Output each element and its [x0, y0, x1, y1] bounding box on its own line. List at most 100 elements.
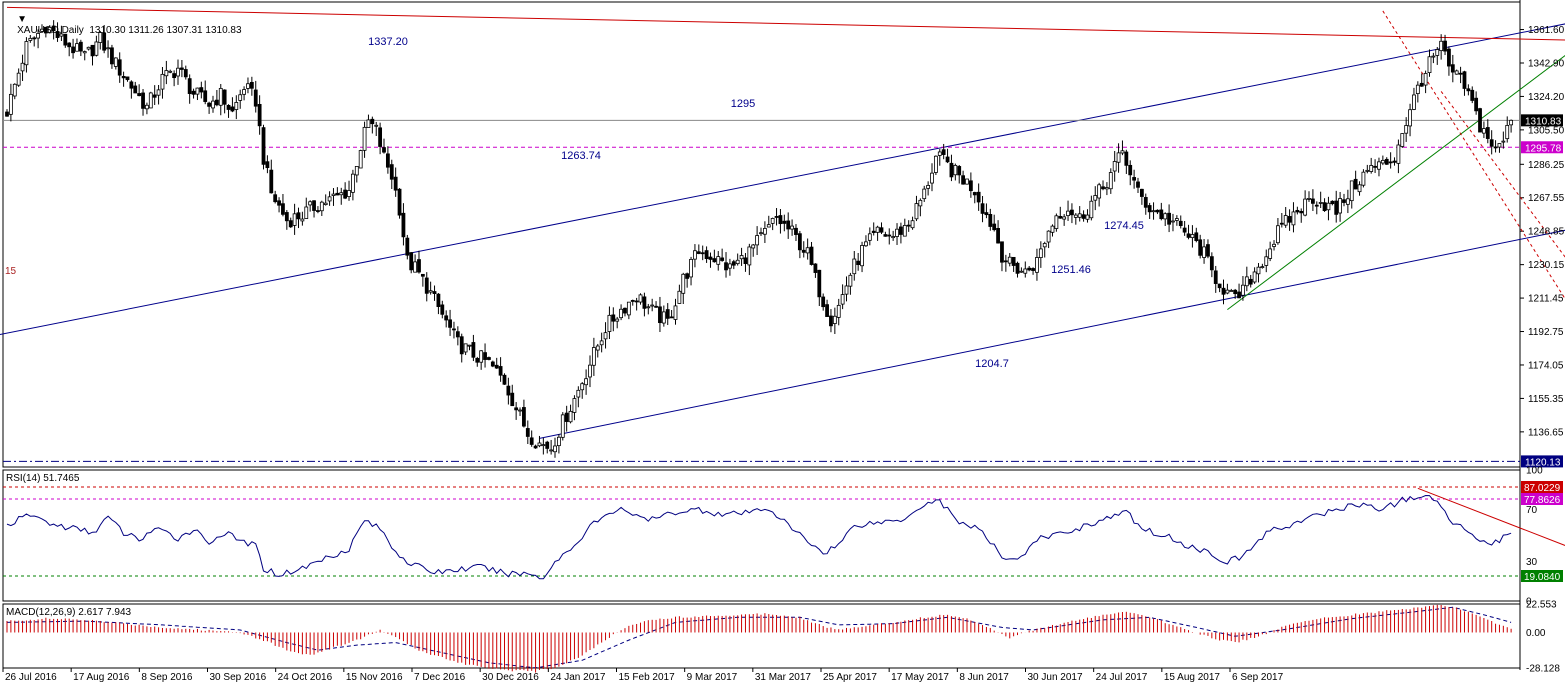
candle-body [1050, 225, 1055, 233]
candle-body [424, 277, 429, 294]
candles-layer [5, 20, 1514, 673]
candle-body [1093, 195, 1098, 201]
candle-body [1427, 56, 1432, 74]
candle-body [1066, 210, 1070, 217]
candle-body [1147, 205, 1152, 213]
candle-body [506, 385, 511, 396]
candle-body [1272, 243, 1276, 247]
candle-body [1349, 180, 1354, 202]
candle-body [1373, 165, 1377, 168]
candle-body [1299, 210, 1304, 214]
candle-body [766, 224, 771, 228]
candle-body [1380, 159, 1385, 164]
candle-body [693, 250, 697, 260]
resistance-line[interactable] [6, 6, 1565, 46]
candle-body [980, 203, 985, 214]
candle-body [296, 212, 301, 220]
candle-body [1303, 198, 1308, 216]
candle-body [207, 102, 212, 107]
channel-upper-line[interactable] [0, 4, 1565, 336]
time-tick-label: 7 Dec 2016 [414, 672, 466, 683]
candle-body [794, 227, 798, 235]
rsi-tick-label: 100 [1526, 466, 1543, 477]
candle-body [1213, 270, 1218, 284]
candle-body [374, 124, 379, 127]
collapse-arrow-icon[interactable]: ▼ [17, 14, 28, 25]
candle-body [918, 199, 923, 207]
time-tick-label: 9 Mar 2017 [687, 672, 738, 683]
candle-body [47, 26, 52, 34]
candle-body [1345, 198, 1350, 205]
candle-body [1081, 214, 1086, 219]
candle-body [67, 42, 72, 48]
macd-signal-line[interactable] [6, 606, 1512, 669]
candle-body [1334, 200, 1339, 215]
candle-body [658, 306, 662, 324]
candle-body [945, 156, 950, 163]
indicator-lines-layer [0, 4, 1565, 669]
price-tick-label: 1248.85 [1528, 227, 1565, 238]
candle-body [1342, 199, 1346, 203]
candle-body [1000, 241, 1004, 263]
annotation-1295: 1295 [731, 98, 755, 110]
candle-body [1077, 213, 1082, 218]
green-trend-line[interactable] [1227, 6, 1565, 311]
candle-body [160, 73, 165, 90]
candle-body [821, 296, 826, 308]
candle-body [199, 87, 204, 93]
candle-body [156, 89, 161, 96]
candle-body [16, 72, 21, 86]
candle-body [36, 33, 40, 39]
rsi-level-tag [1521, 493, 1563, 505]
candle-body [933, 155, 938, 173]
candle-body [545, 441, 550, 449]
rsi-level-tag [1521, 481, 1563, 493]
level-tag-text: 1310.83 [1525, 116, 1562, 127]
candle-body [358, 150, 363, 169]
time-tick-label: 8 Sep 2016 [141, 672, 193, 683]
candle-body [1447, 48, 1451, 67]
candle-body [459, 336, 464, 355]
price-tick-label: 1286.25 [1528, 160, 1565, 171]
candle-body [1314, 204, 1319, 207]
candle-body [354, 166, 359, 176]
candle-body [887, 234, 892, 237]
candle-body [1493, 146, 1498, 149]
candle-body [696, 251, 701, 254]
candle-body [203, 90, 208, 102]
candle-body [145, 104, 149, 110]
candle-body [638, 294, 643, 303]
rsi-line[interactable] [6, 494, 1512, 580]
candle-body [1190, 234, 1195, 239]
candle-body [1155, 209, 1160, 213]
candle-body [1174, 218, 1179, 221]
candle-body [312, 200, 316, 211]
candle-body [1291, 211, 1296, 226]
candle-body [716, 256, 721, 265]
candle-body [187, 78, 192, 94]
candle-body [51, 25, 56, 32]
candle-body [1260, 266, 1265, 269]
channel-lower-line[interactable] [539, 165, 1565, 439]
candle-body [654, 305, 658, 308]
candle-body [817, 269, 822, 298]
candle-body [1136, 181, 1140, 188]
candle-body [1105, 187, 1109, 190]
time-tick-label: 15 Feb 2017 [619, 672, 676, 683]
level-tag-1120.13 [1521, 455, 1563, 468]
candle-body [770, 218, 775, 224]
time-tick-label: 15 Aug 2017 [1164, 672, 1221, 683]
candle-body [712, 258, 717, 263]
rsi-trendline[interactable] [1417, 487, 1565, 598]
candle-body [152, 94, 157, 98]
time-tick-label: 30 Jun 2017 [1028, 672, 1083, 683]
candle-body [860, 245, 864, 267]
candle-body [805, 247, 810, 254]
candle-body [385, 153, 390, 168]
candle-body [277, 200, 281, 206]
level-tag-text: 1120.13 [1525, 457, 1561, 468]
candle-body [1369, 165, 1374, 172]
candle-body [1163, 213, 1168, 220]
